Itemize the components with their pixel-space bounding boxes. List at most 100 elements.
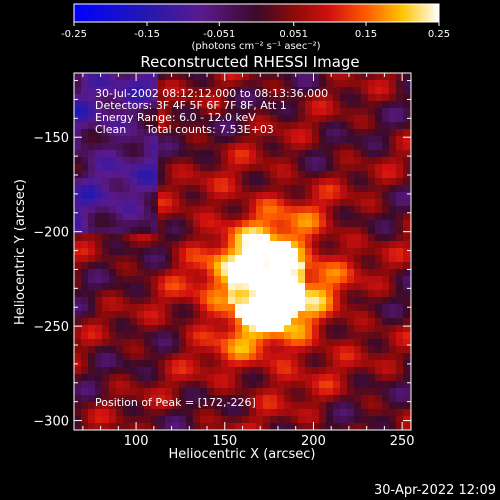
heatmap-cell: [123, 346, 130, 353]
heatmap-cell: [354, 262, 361, 269]
heatmap-cell: [186, 332, 193, 339]
heatmap-cell: [354, 367, 361, 374]
heatmap-cell: [263, 241, 270, 248]
heatmap-cell: [74, 353, 81, 360]
heatmap-cell: [375, 318, 382, 325]
heatmap-cell: [165, 171, 172, 178]
heatmap-cell: [382, 213, 389, 220]
heatmap-cell: [172, 87, 179, 94]
heatmap-cell: [235, 374, 242, 381]
heatmap-cell: [88, 115, 95, 122]
heatmap-cell: [116, 87, 123, 94]
heatmap-cell: [389, 80, 396, 87]
heatmap-cell: [333, 339, 340, 346]
heatmap-cell: [228, 367, 235, 374]
heatmap-cell: [144, 311, 151, 318]
heatmap-cell: [186, 283, 193, 290]
heatmap-cell: [354, 332, 361, 339]
heatmap-cell: [354, 241, 361, 248]
heatmap-cell: [186, 220, 193, 227]
heatmap-cell: [81, 143, 88, 150]
heatmap-cell: [249, 374, 256, 381]
heatmap-cell: [193, 339, 200, 346]
heatmap-cell: [277, 122, 284, 129]
heatmap-cell: [158, 255, 165, 262]
heatmap-cell: [347, 290, 354, 297]
heatmap-cell: [298, 234, 305, 241]
heatmap-cell: [193, 374, 200, 381]
heatmap-cell: [256, 115, 263, 122]
heatmap-cell: [326, 423, 333, 430]
heatmap-cell: [102, 367, 109, 374]
heatmap-cell: [403, 80, 410, 87]
heatmap-cell: [109, 255, 116, 262]
heatmap-cell: [396, 367, 403, 374]
heatmap-cell: [109, 325, 116, 332]
heatmap-cell: [242, 108, 249, 115]
heatmap-cell: [109, 395, 116, 402]
heatmap-cell: [270, 269, 277, 276]
heatmap-cell: [74, 108, 81, 115]
heatmap-cell: [354, 94, 361, 101]
heatmap-cell: [228, 87, 235, 94]
render-timestamp: 30-Apr-2022 12:09: [374, 483, 496, 498]
heatmap-cell: [284, 374, 291, 381]
heatmap-cell: [256, 234, 263, 241]
heatmap-cell: [235, 262, 242, 269]
heatmap-cell: [116, 339, 123, 346]
heatmap-cell: [396, 346, 403, 353]
heatmap-cell: [361, 297, 368, 304]
heatmap-cell: [88, 346, 95, 353]
heatmap-cell: [333, 353, 340, 360]
heatmap-cell: [235, 87, 242, 94]
heatmap-cell: [137, 339, 144, 346]
heatmap-cell: [193, 409, 200, 416]
heatmap-cell: [214, 192, 221, 199]
heatmap-cell: [242, 283, 249, 290]
heatmap-cell: [326, 339, 333, 346]
heatmap-cell: [88, 388, 95, 395]
heatmap-cell: [312, 416, 319, 423]
heatmap-cell: [151, 276, 158, 283]
heatmap-cell: [228, 227, 235, 234]
heatmap-cell: [186, 171, 193, 178]
heatmap-cell: [263, 73, 270, 80]
heatmap-cell: [95, 423, 102, 430]
heatmap-cell: [81, 318, 88, 325]
heatmap-cell: [151, 255, 158, 262]
heatmap-cell: [228, 388, 235, 395]
heatmap-cell: [256, 178, 263, 185]
heatmap-cell: [249, 409, 256, 416]
heatmap-cell: [340, 311, 347, 318]
heatmap-cell: [116, 409, 123, 416]
heatmap-cell: [368, 129, 375, 136]
heatmap-cell: [312, 283, 319, 290]
heatmap-cell: [284, 178, 291, 185]
heatmap-cell: [137, 199, 144, 206]
heatmap-cell: [389, 192, 396, 199]
heatmap-cell: [228, 276, 235, 283]
heatmap-cell: [158, 262, 165, 269]
heatmap-cell: [123, 367, 130, 374]
heatmap-cell: [88, 80, 95, 87]
heatmap-cell: [256, 423, 263, 430]
heatmap-cell: [270, 108, 277, 115]
heatmap-cell: [179, 423, 186, 430]
heatmap-cell: [263, 150, 270, 157]
heatmap-cell: [382, 290, 389, 297]
heatmap-cell: [396, 248, 403, 255]
heatmap-cell: [74, 283, 81, 290]
heatmap-cell: [207, 353, 214, 360]
heatmap-cell: [95, 73, 102, 80]
heatmap-cell: [102, 290, 109, 297]
heatmap-cell: [151, 178, 158, 185]
heatmap-cell: [375, 87, 382, 94]
heatmap-cell: [312, 115, 319, 122]
heatmap-cell: [109, 171, 116, 178]
heatmap-cell: [249, 143, 256, 150]
heatmap-cell: [347, 171, 354, 178]
heatmap-cell: [109, 122, 116, 129]
heatmap-cell: [116, 248, 123, 255]
x-tick-label: 100: [124, 434, 149, 449]
heatmap-cell: [116, 381, 123, 388]
